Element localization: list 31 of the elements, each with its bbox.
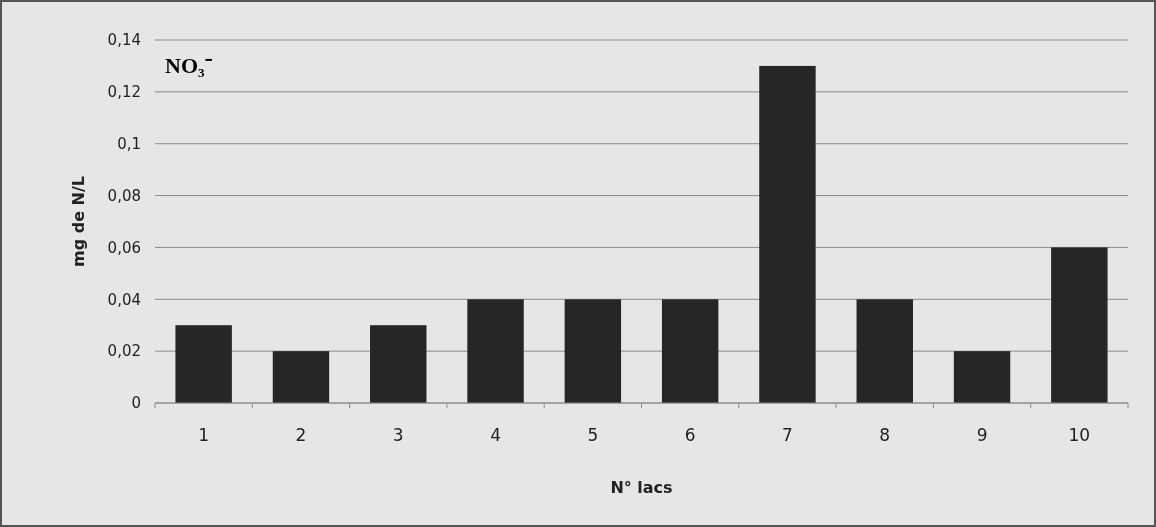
- y-tick-label: 0,12: [107, 83, 141, 102]
- x-tick-label: 3: [392, 425, 404, 445]
- bar: [272, 351, 330, 403]
- x-tick-label: 1: [198, 425, 210, 445]
- x-tick-label: 6: [684, 425, 696, 445]
- x-axis-title: N° lacs: [610, 478, 673, 497]
- x-tick-label: 10: [1068, 425, 1091, 445]
- y-tick-label: 0,08: [107, 186, 141, 205]
- y-axis-title: mg de N/L: [69, 176, 88, 267]
- x-tick-label: 9: [976, 425, 988, 445]
- x-tick-label: 2: [295, 425, 307, 445]
- x-tick-label: 8: [879, 425, 891, 445]
- bar: [953, 351, 1011, 403]
- bar: [175, 325, 232, 403]
- y-tick-label: 0: [131, 394, 141, 413]
- bar: [370, 325, 427, 403]
- y-tick-label: 0,1: [117, 134, 141, 153]
- y-tick-label: 0,02: [107, 342, 141, 361]
- text: NO₃⁻: [165, 53, 213, 78]
- y-tick-label: 0,04: [107, 290, 141, 309]
- x-tick-label: 5: [587, 425, 599, 445]
- bar: [1051, 247, 1108, 403]
- bar: [759, 65, 816, 403]
- bar: [564, 299, 622, 403]
- y-tick-label: 0,06: [107, 238, 141, 257]
- y-tick-label: 0,14: [107, 31, 141, 50]
- bar: [661, 299, 719, 403]
- bar: [856, 299, 913, 403]
- bar: [467, 299, 524, 403]
- x-tick-label: 4: [490, 425, 501, 445]
- x-tick-label: 7: [782, 425, 793, 445]
